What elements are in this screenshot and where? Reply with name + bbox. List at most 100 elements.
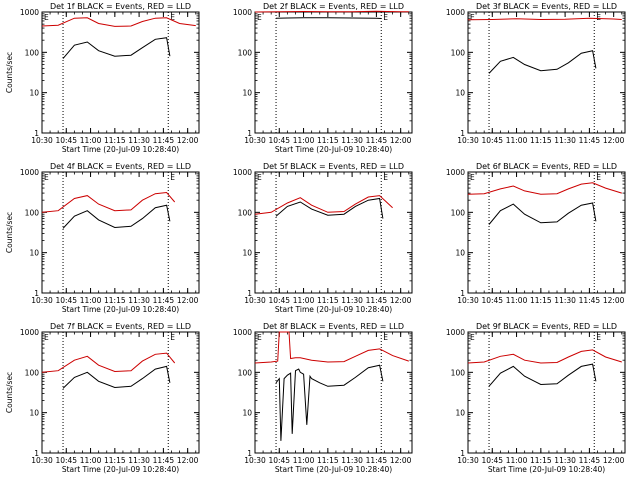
- chart-title: Det 8f BLACK = Events, RED = LLD: [263, 322, 404, 331]
- corner-marker-label: E: [44, 13, 49, 22]
- corner-marker-label: E: [44, 173, 49, 182]
- x-tick-label: 12:00: [177, 456, 199, 465]
- corner-marker-label: E: [44, 333, 49, 342]
- y-tick-label: 1: [34, 289, 39, 298]
- chart-svg: Det 8f BLACK = Events, RED = LLD 1 10 100 10…: [233, 322, 413, 474]
- x-tick-label: 10:45: [481, 456, 503, 465]
- corner-marker-label: E: [257, 13, 262, 22]
- y-tick-label: 100: [451, 48, 466, 57]
- y-tick-label: 10: [242, 249, 252, 258]
- chart-svg: Det 2f BLACK = Events, RED = LLD 1 10 100 10…: [233, 2, 413, 154]
- y-tick-label: 10: [29, 409, 39, 418]
- y-tick-label: 1000: [20, 168, 39, 177]
- y-tick-label: 1000: [20, 328, 39, 337]
- y-tick-label: 1: [460, 289, 465, 298]
- chart-title: Det 1f BLACK = Events, RED = LLD: [50, 2, 191, 11]
- y-tick-label: 1000: [446, 328, 465, 337]
- y-tick-label: 10: [29, 249, 39, 258]
- time-marker-label: E: [596, 13, 601, 22]
- y-tick-label: 10: [29, 89, 39, 98]
- x-tick-label: 12:00: [603, 296, 625, 305]
- y-tick-label: 10: [242, 409, 252, 418]
- x-tick-label: 11:15: [104, 456, 126, 465]
- y-tick-label: 100: [238, 368, 253, 377]
- chart-title: Det 3f BLACK = Events, RED = LLD: [476, 2, 617, 11]
- series-lld-line: [41, 191, 176, 213]
- series-lld-line: [467, 182, 622, 195]
- x-tick-label: 11:15: [530, 296, 552, 305]
- x-tick-label: 11:30: [128, 296, 150, 305]
- x-tick-label: 11:45: [153, 136, 175, 145]
- chart-title: Det 6f BLACK = Events, RED = LLD: [476, 162, 617, 171]
- x-tick-label: 10:45: [481, 296, 503, 305]
- x-tick-label: 11:30: [128, 136, 150, 145]
- y-axis-label: Counts/sec: [5, 372, 14, 413]
- y-tick-label: 100: [25, 208, 40, 217]
- x-tick-label: 11:00: [293, 136, 315, 145]
- x-tick-label: 11:45: [153, 456, 175, 465]
- y-tick-label: 1000: [233, 168, 252, 177]
- series-lld-line: [254, 195, 393, 215]
- x-tick-label: 11:45: [366, 456, 388, 465]
- plot-frame: [467, 331, 626, 454]
- x-tick-label: 12:00: [390, 136, 412, 145]
- plot-frame: [41, 331, 200, 454]
- plot-det-9f: Det 9f BLACK = Events, RED = LLD 1 10 100 10…: [426, 320, 639, 480]
- x-tick-label: 12:00: [390, 456, 412, 465]
- time-marker-label: E: [170, 333, 175, 342]
- x-tick-label: 11:45: [579, 296, 601, 305]
- chart-svg: Det 4f BLACK = Events, RED = LLD 1 10 100 10…: [5, 162, 200, 314]
- y-tick-label: 1: [460, 129, 465, 138]
- series-events-line: [62, 365, 171, 389]
- x-tick-label: 10:30: [244, 296, 266, 305]
- time-marker-label: E: [596, 333, 601, 342]
- y-tick-label: 1000: [20, 8, 39, 17]
- x-tick-label: 11:30: [341, 296, 363, 305]
- x-tick-label: 11:15: [317, 136, 339, 145]
- series-lld-line: [41, 17, 196, 27]
- x-axis-label: Start Time (20-Jul-09 10:28:40): [275, 305, 392, 314]
- corner-marker-label: E: [257, 333, 262, 342]
- chart-title: Det 4f BLACK = Events, RED = LLD: [50, 162, 191, 171]
- x-tick-label: 10:30: [31, 136, 53, 145]
- x-tick-label: 10:30: [457, 456, 479, 465]
- chart-title: Det 2f BLACK = Events, RED = LLD: [263, 2, 404, 11]
- plot-frame: [254, 11, 413, 134]
- plot-frame: [467, 11, 626, 134]
- chart-svg: Det 9f BLACK = Events, RED = LLD 1 10 100 10…: [446, 322, 626, 474]
- x-tick-label: 10:45: [268, 136, 290, 145]
- series-events-line: [62, 204, 171, 229]
- x-tick-label: 11:30: [341, 136, 363, 145]
- y-tick-label: 100: [238, 208, 253, 217]
- y-tick-label: 100: [25, 48, 40, 57]
- time-marker-label: E: [170, 13, 175, 22]
- y-tick-label: 1: [34, 449, 39, 458]
- chart-title: Det 7f BLACK = Events, RED = LLD: [50, 322, 191, 331]
- x-tick-label: 10:30: [457, 136, 479, 145]
- plot-det-7f: Det 7f BLACK = Events, RED = LLD 1 10 100 10…: [0, 320, 213, 480]
- chart-title: Det 9f BLACK = Events, RED = LLD: [476, 322, 617, 331]
- x-tick-label: 11:00: [80, 456, 102, 465]
- x-axis-label: Start Time (20-Jul-09 10:28:40): [275, 145, 392, 154]
- x-tick-label: 12:00: [603, 136, 625, 145]
- plot-frame: [254, 331, 413, 454]
- x-tick-label: 11:00: [506, 456, 528, 465]
- series-events-line: [275, 364, 384, 441]
- x-tick-label: 11:45: [366, 296, 388, 305]
- series-lld-line: [467, 17, 622, 21]
- chart-svg: Det 6f BLACK = Events, RED = LLD 1 10 100 10…: [446, 162, 626, 305]
- x-tick-label: 11:15: [317, 456, 339, 465]
- series-events-line: [488, 363, 597, 387]
- time-marker-label: E: [596, 173, 601, 182]
- y-tick-label: 10: [455, 89, 465, 98]
- x-tick-label: 10:30: [244, 456, 266, 465]
- x-tick-label: 10:30: [457, 296, 479, 305]
- y-tick-label: 1: [34, 129, 39, 138]
- corner-marker-label: E: [470, 13, 475, 22]
- y-tick-label: 1000: [233, 8, 252, 17]
- series-lld-line: [254, 10, 409, 13]
- chart-svg: Det 3f BLACK = Events, RED = LLD 1 10 100 10…: [446, 2, 626, 145]
- series-lld-line: [254, 331, 409, 364]
- chart-svg: Det 5f BLACK = Events, RED = LLD 1 10 100 10…: [233, 162, 413, 314]
- x-tick-label: 11:00: [80, 136, 102, 145]
